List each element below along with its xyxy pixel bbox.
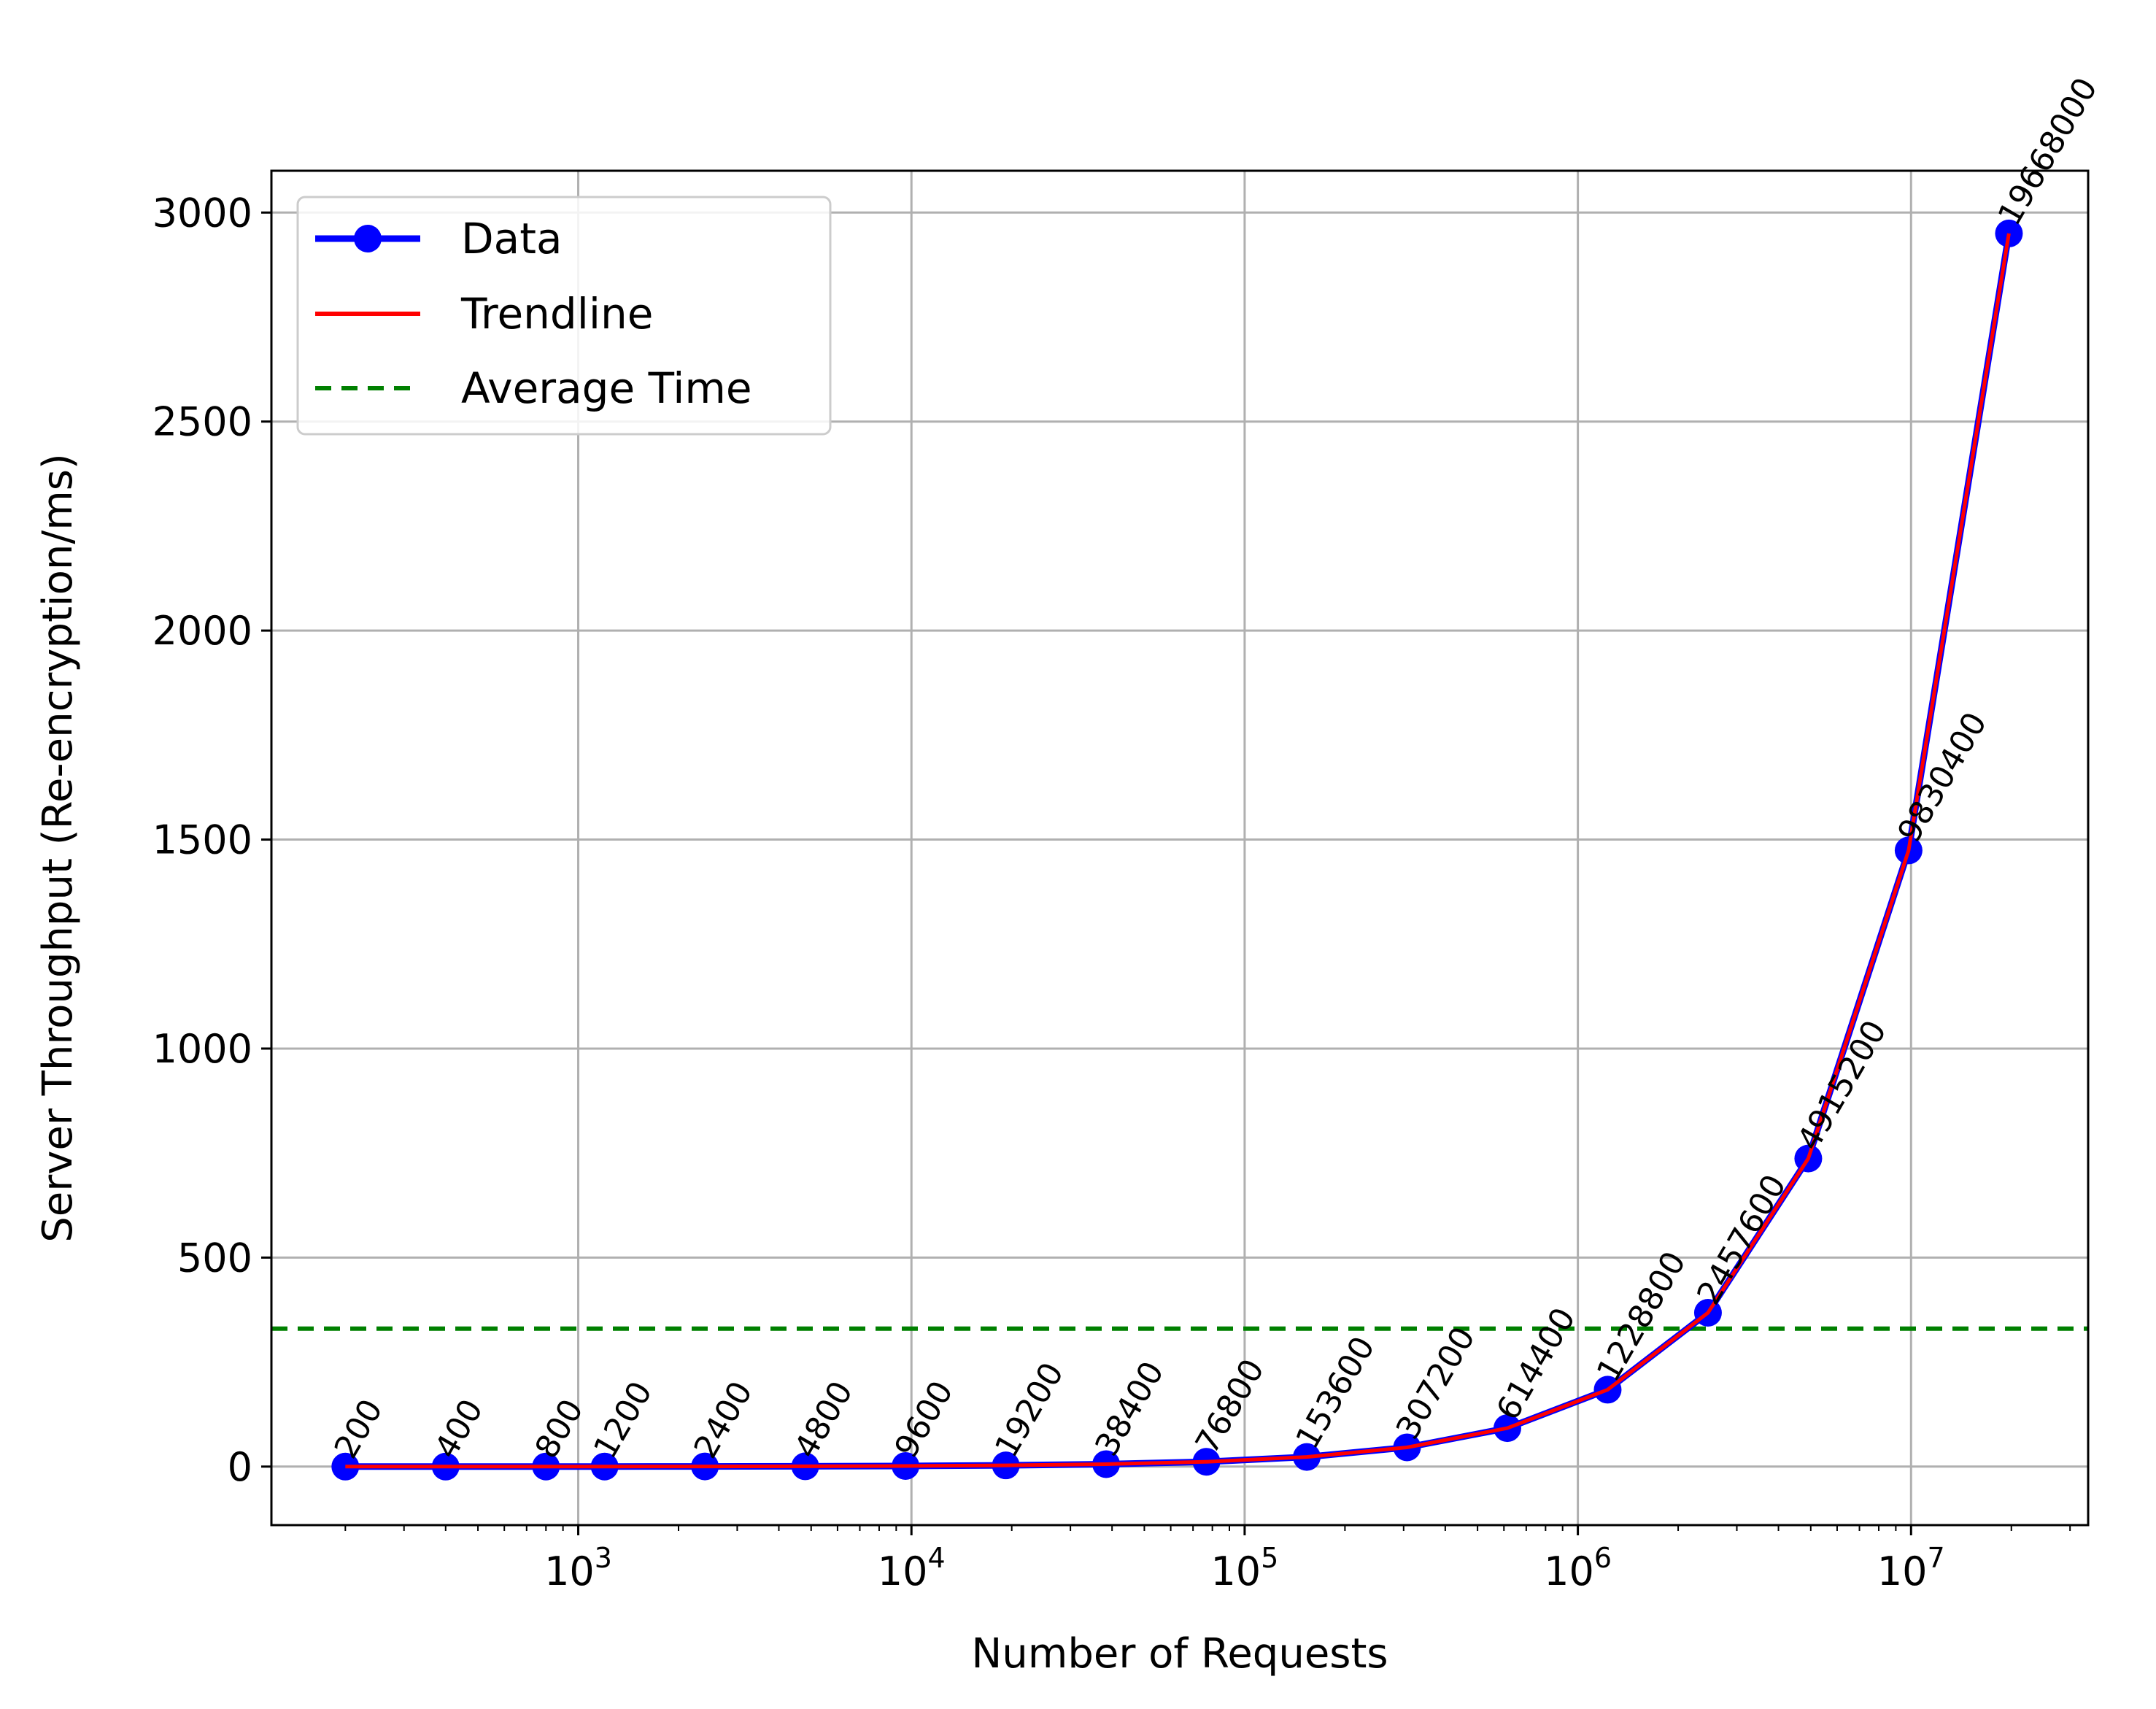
x-tick-label: 107	[1877, 1542, 1945, 1594]
legend-label: Data	[461, 214, 563, 263]
x-tick-label: 104	[878, 1542, 946, 1594]
legend: Data Trendline Average Time	[296, 196, 832, 436]
series-layer	[271, 219, 2088, 1481]
plot-frame	[270, 169, 2090, 1527]
y-axis-ticks: 0 500 1000 1500 2000 2500 3000	[152, 190, 271, 1490]
x-tick-label: 103	[544, 1542, 612, 1594]
x-axis-ticks: 103 104 105 106 107	[344, 1525, 2071, 1594]
trendline	[345, 233, 2011, 1469]
y-tick-label: 3000	[152, 190, 252, 236]
y-tick-label: 2500	[152, 399, 252, 445]
y-tick-label: 1000	[152, 1026, 252, 1072]
legend-label: Trendline	[460, 289, 653, 339]
x-tick-label: 105	[1210, 1542, 1278, 1594]
y-tick-label: 500	[177, 1235, 252, 1281]
legend-box	[296, 196, 832, 436]
x-axis-label: Number of Requests	[971, 1630, 1388, 1678]
y-tick-label: 2000	[152, 608, 252, 654]
legend-label: Average Time	[461, 363, 752, 413]
x-tick-label: 106	[1544, 1542, 1612, 1594]
legend-data-marker	[354, 225, 382, 252]
y-tick-label: 1500	[152, 817, 252, 863]
y-tick-label: 0	[228, 1444, 252, 1490]
y-axis-label: Server Throughput (Re-encryption/ms)	[34, 453, 82, 1243]
